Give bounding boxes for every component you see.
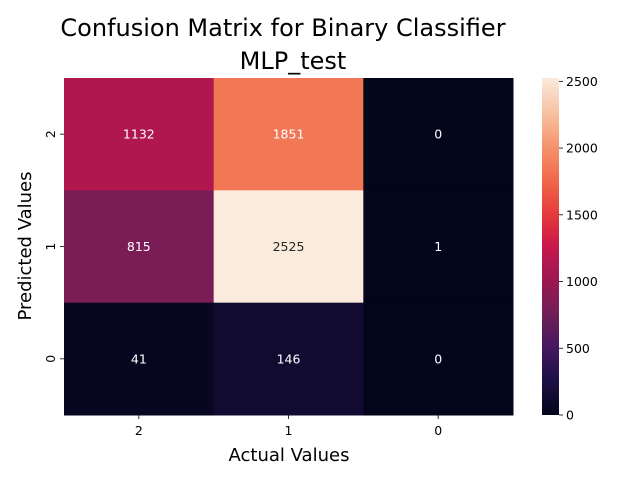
x-axis-label: Actual Values xyxy=(229,445,350,466)
y-tick-label: 1 xyxy=(43,243,58,251)
colorbar: 0 500 1000 1500 2000 2500 xyxy=(542,74,598,423)
cell-value-label: 1132 xyxy=(123,127,155,142)
colorbar-tick-label: 2500 xyxy=(566,74,598,89)
y-axis-label: Predicted Values xyxy=(15,171,36,320)
y-tick-label: 0 xyxy=(43,355,58,363)
colorbar-tick-label: 1000 xyxy=(566,274,598,289)
cell-value-label: 815 xyxy=(127,239,151,254)
y-tick-label: 2 xyxy=(43,130,58,138)
heatmap-cell xyxy=(363,78,514,191)
x-tick-label: 1 xyxy=(285,423,293,438)
chart-subtitle: MLP_test xyxy=(240,47,347,75)
heatmap-cell xyxy=(213,190,364,304)
heatmap-cell xyxy=(363,190,514,304)
x-tick-label: 0 xyxy=(434,423,442,438)
cell-value-label: 0 xyxy=(434,351,442,366)
colorbar-gradient xyxy=(542,78,559,415)
colorbar-tick-label: 500 xyxy=(566,341,590,356)
y-axis-ticks: 2 1 0 xyxy=(43,130,64,363)
cell-value-label: 2525 xyxy=(273,239,305,254)
heatmap-cell xyxy=(64,190,215,304)
cell-value-label: 41 xyxy=(131,351,147,366)
cell-value-label: 0 xyxy=(434,127,442,142)
x-tick-label: 2 xyxy=(135,423,143,438)
chart-title: Confusion Matrix for Binary Classifier xyxy=(60,14,505,42)
colorbar-tick-label: 1500 xyxy=(566,207,598,222)
cell-value-label: 1851 xyxy=(273,127,305,142)
colorbar-tick-label: 2000 xyxy=(566,141,598,156)
heatmap-cell xyxy=(213,302,364,416)
heatmap-cells: 1132 1851 0 815 2525 1 41 146 0 xyxy=(64,78,514,416)
colorbar-tick-label: 0 xyxy=(566,408,574,423)
cell-value-label: 146 xyxy=(277,351,301,366)
heatmap-cell xyxy=(64,302,215,416)
cell-value-label: 1 xyxy=(434,239,442,254)
heatmap-cell xyxy=(213,78,364,191)
heatmap-cell xyxy=(64,78,215,191)
heatmap-cell xyxy=(363,302,514,416)
x-axis-ticks: 2 1 0 xyxy=(135,415,442,438)
